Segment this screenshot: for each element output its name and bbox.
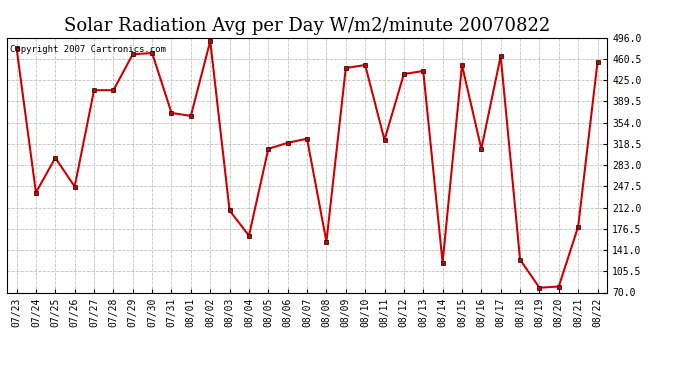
- Text: Copyright 2007 Cartronics.com: Copyright 2007 Cartronics.com: [10, 45, 166, 54]
- Title: Solar Radiation Avg per Day W/m2/minute 20070822: Solar Radiation Avg per Day W/m2/minute …: [64, 16, 550, 34]
